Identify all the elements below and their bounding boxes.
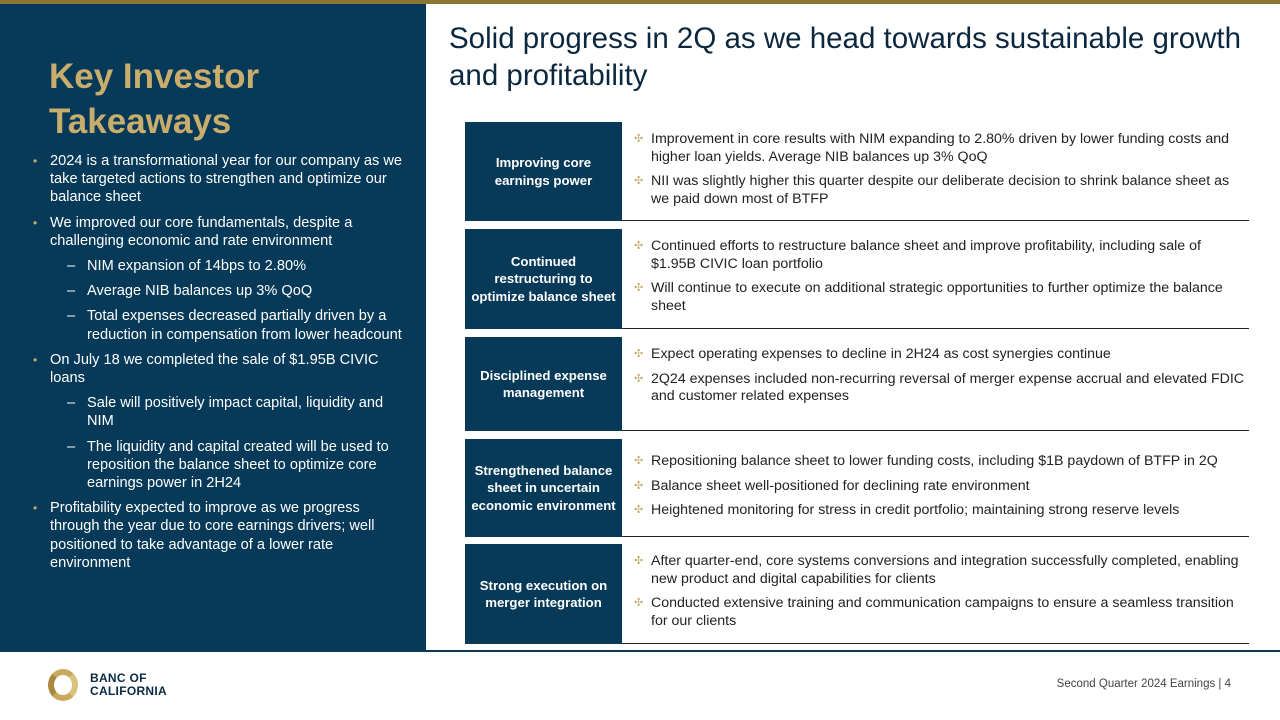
logo-line1: BANC OF [90, 670, 147, 685]
progress-row: Continued restructuring to optimize bala… [465, 229, 1249, 329]
row-content: Continued efforts to restructure balance… [622, 229, 1249, 329]
bottom-divider [0, 650, 1280, 652]
row-point: 2Q24 expenses included non-recurring rev… [634, 371, 1249, 406]
row-point: Improvement in core results with NIM exp… [634, 131, 1249, 166]
top-accent-bar [0, 0, 1280, 4]
row-point: Repositioning balance sheet to lower fun… [634, 453, 1249, 471]
takeaway-bullet: NIM expansion of 14bps to 2.80% [30, 257, 405, 275]
progress-row: Strengthened balance sheet in uncertain … [465, 439, 1249, 537]
row-point: After quarter-end, core systems conversi… [634, 553, 1249, 588]
progress-row: Disciplined expense management Expect ope… [465, 337, 1249, 431]
takeaway-bullet: On July 18 we completed the sale of $1.9… [30, 351, 405, 387]
row-label: Continued restructuring to optimize bala… [465, 229, 622, 329]
takeaway-bullet: Average NIB balances up 3% QoQ [30, 282, 405, 300]
row-point: Continued efforts to restructure balance… [634, 238, 1249, 273]
takeaways-title: Key Investor Takeaways [49, 57, 260, 141]
row-content: Repositioning balance sheet to lower fun… [622, 439, 1249, 537]
row-point: Conducted extensive training and communi… [634, 595, 1249, 630]
logo-ring-icon [48, 669, 78, 701]
takeaways-panel: Key Investor Takeaways 2024 is a transfo… [0, 4, 426, 650]
progress-row: Strong execution on merger integration Af… [465, 544, 1249, 644]
row-content: After quarter-end, core systems conversi… [622, 544, 1249, 644]
row-label: Improving core earnings power [465, 122, 622, 221]
footer-text: Second Quarter 2024 Earnings | 4 [1056, 678, 1231, 690]
takeaway-bullet: Sale will positively impact capital, liq… [30, 394, 405, 430]
row-point: Will continue to execute on additional s… [634, 280, 1249, 315]
bank-logo: BANC OF CALIFORNIA [48, 669, 167, 701]
row-label: Disciplined expense management [465, 337, 622, 431]
takeaways-list: 2024 is a transformational year for our … [30, 152, 405, 579]
row-content: Expect operating expenses to decline in … [622, 337, 1249, 431]
logo-line2: CALIFORNIA [90, 684, 167, 698]
row-label: Strong execution on merger integration [465, 544, 622, 644]
takeaway-bullet: We improved our core fundamentals, despi… [30, 214, 405, 250]
row-point: Expect operating expenses to decline in … [634, 346, 1249, 364]
row-content: Improvement in core results with NIM exp… [622, 122, 1249, 221]
page-title: Solid progress in 2Q as we head towards … [449, 22, 1242, 92]
takeaway-bullet: Profitability expected to improve as we … [30, 499, 405, 572]
takeaway-bullet: Total expenses decreased partially drive… [30, 307, 405, 343]
progress-row: Improving core earnings power Improvement… [465, 122, 1249, 221]
takeaway-bullet: 2024 is a transformational year for our … [30, 152, 405, 207]
row-label: Strengthened balance sheet in uncertain … [465, 439, 622, 537]
takeaway-bullet: The liquidity and capital created will b… [30, 438, 405, 493]
row-point: Balance sheet well-positioned for declin… [634, 478, 1249, 496]
row-point: NII was slightly higher this quarter des… [634, 173, 1249, 208]
row-point: Heightened monitoring for stress in cred… [634, 502, 1249, 520]
